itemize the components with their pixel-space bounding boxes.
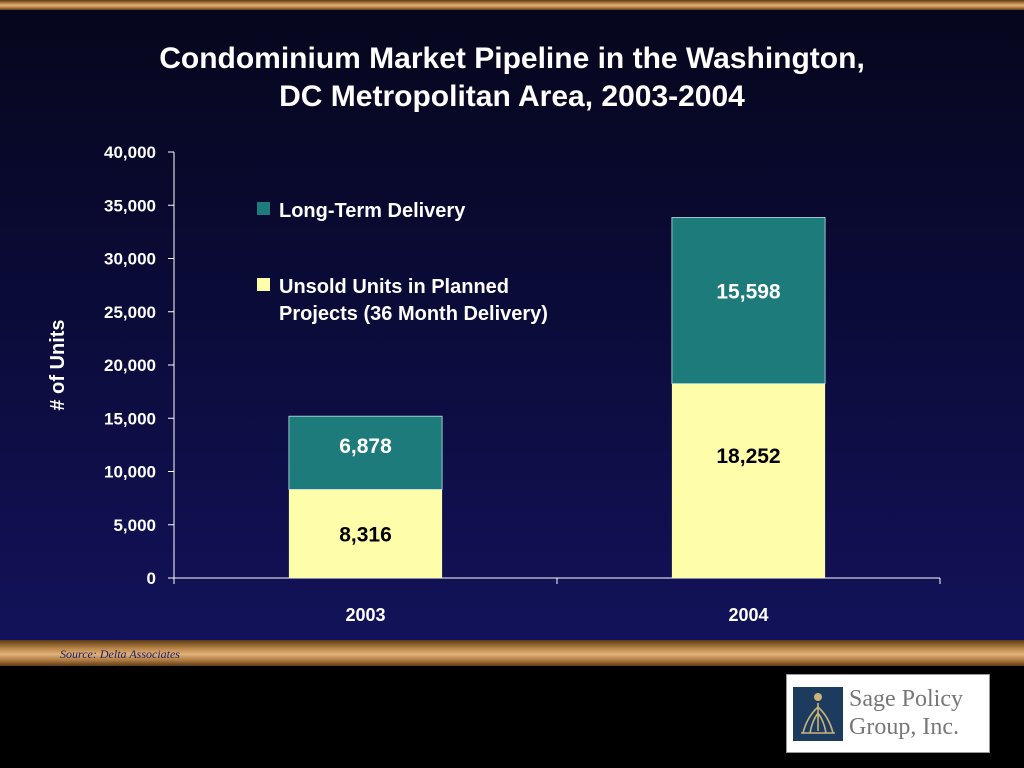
sage-logo-icon: [793, 687, 843, 741]
y-tick-label: 40,000: [104, 143, 156, 162]
y-tick-label: 25,000: [104, 303, 156, 322]
y-tick-label: 10,000: [104, 463, 156, 482]
top-decorative-band: [0, 0, 1024, 10]
data-label: 18,252: [716, 445, 780, 468]
logo-text: Sage Policy Group, Inc.: [849, 685, 963, 741]
slide-background: [0, 0, 1024, 640]
bar-segment: [671, 383, 826, 578]
chart-title: Condominium Market Pipeline in the Washi…: [40, 40, 984, 116]
bar-segment: [671, 217, 826, 385]
source-note: Source: Delta Associates: [60, 647, 180, 661]
stacked-bar-chart: 0 5,000 10,000 15,000 20,000 25,000 30,000 35,0…: [47, 143, 941, 625]
bottom-decorative-band: [0, 640, 1024, 666]
y-tick-label: 35,000: [104, 196, 156, 215]
y-tick-label: 15,000: [104, 409, 156, 428]
y-tick-label: 20,000: [104, 356, 156, 375]
legend-swatch: [257, 278, 270, 291]
y-tick-label: 5,000: [113, 516, 156, 535]
legend-label: Long-Term Delivery: [279, 200, 466, 222]
x-tick-label: 2003: [345, 605, 385, 625]
x-tick-label: 2004: [728, 605, 768, 625]
logo-text-line-1: Sage Policy: [849, 686, 963, 712]
chart-title-line-2: DC Metropolitan Area, 2003-2004: [279, 80, 745, 113]
y-tick-label: 30,000: [104, 250, 156, 269]
data-label: 15,598: [716, 281, 781, 304]
data-label: 6,878: [339, 435, 392, 458]
chart-title-line-1: Condominium Market Pipeline in the Washi…: [159, 42, 865, 75]
legend-label: Unsold Units in Planned: [279, 276, 509, 298]
legend-label: Projects (36 Month Delivery): [279, 303, 548, 325]
data-label: 8,316: [339, 524, 392, 547]
y-tick-label: 0: [147, 569, 156, 588]
company-logo: Sage Policy Group, Inc.: [786, 674, 990, 753]
bar-segment: [288, 489, 443, 578]
bar-segment: [288, 415, 443, 490]
y-axis-label: # of Units: [47, 319, 69, 410]
logo-text-line-2: Group, Inc.: [849, 714, 959, 740]
legend-swatch: [257, 202, 270, 215]
